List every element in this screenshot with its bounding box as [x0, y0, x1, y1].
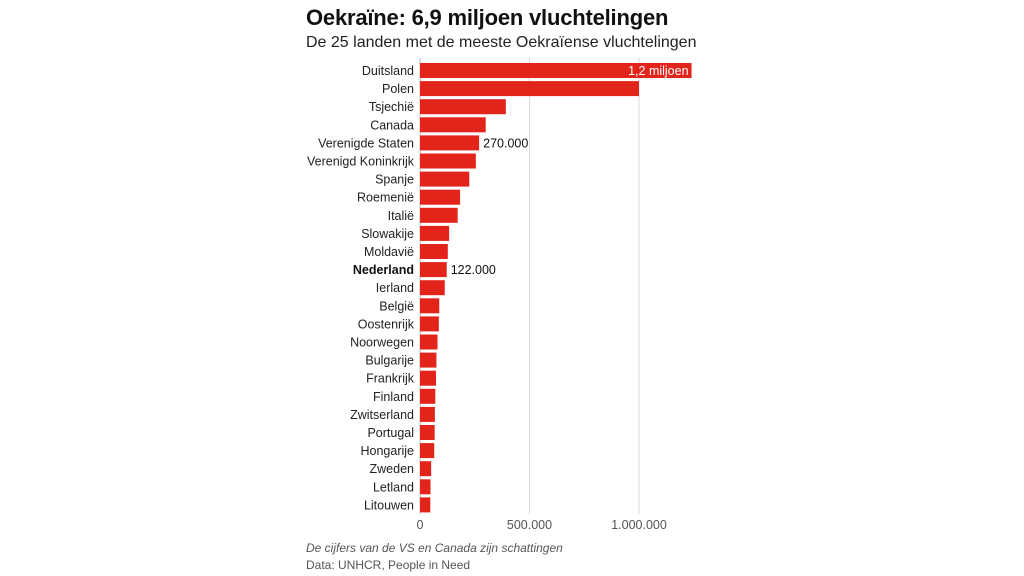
chart-title: Oekraïne: 6,9 miljoen vluchtelingen — [306, 5, 669, 30]
category-label: Hongarije — [360, 444, 414, 458]
bar — [420, 153, 476, 169]
chart-source: Data: UNHCR, People in Need — [306, 558, 471, 572]
category-label: Oostenrijk — [358, 317, 415, 331]
bar — [420, 117, 486, 133]
category-label: Nederland — [353, 263, 414, 277]
category-label: Letland — [373, 480, 414, 494]
category-label: Polen — [382, 82, 414, 96]
bar — [420, 316, 439, 332]
x-tick-label: 1.000.000 — [611, 518, 667, 532]
data-label: 1,2 miljoen — [628, 64, 688, 78]
category-label: Zweden — [370, 462, 415, 476]
data-labels: 1,2 miljoen 270.000 122.000 — [451, 64, 689, 277]
category-label: Italië — [388, 209, 414, 223]
bar — [420, 479, 431, 495]
category-label: Spanje — [375, 173, 414, 187]
category-label: Noorwegen — [350, 336, 414, 350]
bar — [420, 81, 639, 97]
category-label: Portugal — [367, 426, 414, 440]
bar — [420, 443, 435, 459]
bar — [420, 280, 445, 296]
chart-subtitle: De 25 landen met de meeste Oekraïense vl… — [306, 34, 697, 51]
data-label: 270.000 — [483, 136, 528, 150]
bar — [420, 262, 447, 278]
category-label: Ierland — [376, 281, 414, 295]
bar — [420, 352, 437, 368]
bar — [420, 298, 440, 314]
bar — [420, 388, 436, 404]
category-label: Zwitserland — [350, 408, 414, 422]
bar — [420, 189, 461, 205]
bar — [420, 370, 436, 386]
category-label: Verenigd Koninkrijk — [307, 155, 415, 169]
bar — [420, 334, 438, 350]
bar — [420, 225, 450, 241]
bar — [420, 63, 692, 78]
bar — [420, 497, 431, 513]
data-label: 122.000 — [451, 263, 496, 277]
category-label: Moldavië — [364, 245, 414, 259]
category-label: Verenigde Staten — [318, 136, 414, 150]
category-labels: Duitsland Polen Tsjechië Canada Verenigde St… — [307, 64, 415, 512]
bar — [420, 171, 470, 187]
category-label: Finland — [373, 390, 414, 404]
x-axis-ticks: 0 500.000 1.000.000 — [417, 518, 667, 532]
bars — [420, 63, 692, 513]
bar — [420, 207, 458, 223]
x-tick-label: 0 — [417, 518, 424, 532]
bar — [420, 461, 432, 477]
bar — [420, 244, 448, 259]
category-label: Bulgarije — [365, 354, 414, 368]
category-label: België — [379, 299, 414, 313]
x-tick-label: 500.000 — [507, 518, 552, 532]
category-label: Frankrijk — [366, 372, 415, 386]
category-label: Canada — [370, 118, 414, 132]
category-label: Litouwen — [364, 498, 414, 512]
chart-note: De cijfers van de VS en Canada zijn scha… — [306, 541, 563, 555]
category-label: Slowakije — [361, 227, 414, 241]
bar — [420, 99, 506, 115]
bar — [420, 425, 435, 440]
category-label: Duitsland — [362, 64, 414, 78]
bar — [420, 135, 480, 151]
bar — [420, 406, 435, 422]
category-label: Tsjechië — [369, 100, 414, 114]
category-label: Roemenië — [357, 191, 414, 205]
